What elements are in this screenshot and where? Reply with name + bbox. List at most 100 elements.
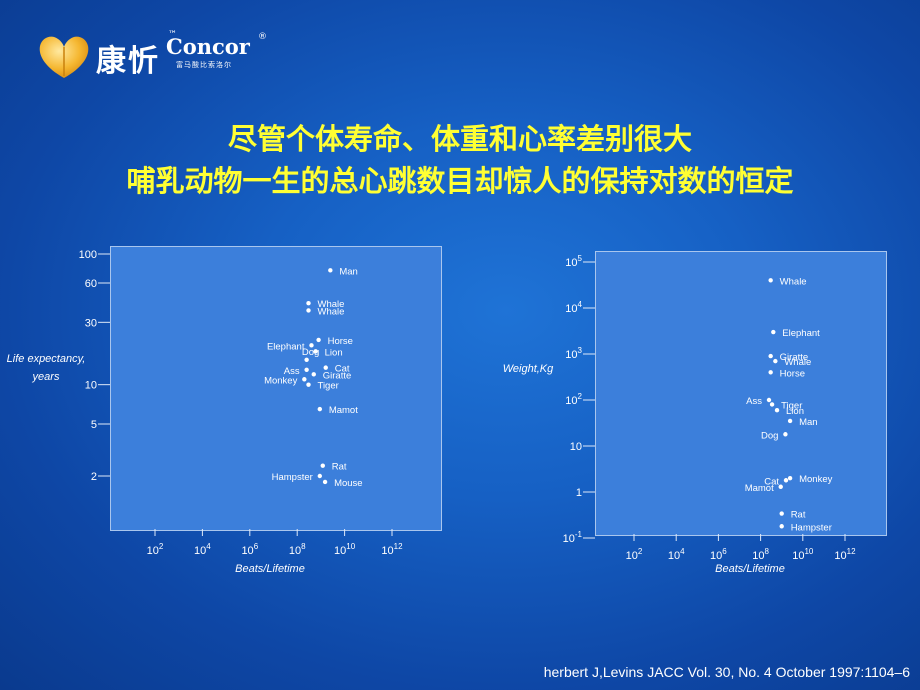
left-point-label-whale: Whale bbox=[318, 306, 345, 317]
right-x-tick-label: 1012 bbox=[834, 547, 856, 562]
left-point-whale bbox=[306, 308, 311, 313]
right-point-label-man: Man bbox=[799, 417, 817, 428]
right-y-tick-label: 10 bbox=[570, 441, 582, 453]
left-x-tick-label: 1010 bbox=[334, 542, 356, 557]
right-point-horse bbox=[768, 370, 773, 375]
right-point-label-giratte: Giratte bbox=[780, 352, 809, 363]
brand-cn: 康忻 bbox=[96, 44, 160, 79]
left-point-label-tiger: Tiger bbox=[318, 381, 339, 392]
right-x-tick-label: 1010 bbox=[792, 547, 814, 562]
right-x-tick-label: 104 bbox=[668, 547, 685, 562]
left-y-tick-label: 30 bbox=[85, 317, 97, 329]
right-point-elephant bbox=[771, 329, 776, 335]
right-point-label-dog: Dog bbox=[761, 430, 778, 441]
right-y-tick-label: 105 bbox=[565, 254, 582, 269]
left-x-tick-label: 104 bbox=[194, 542, 211, 557]
left-x-tick-label: 106 bbox=[241, 542, 258, 557]
left-point-mouse bbox=[322, 479, 328, 485]
left-point-hampster bbox=[317, 473, 323, 479]
right-point-ass bbox=[766, 397, 772, 403]
right-point-label-elephant: Elephant bbox=[782, 328, 820, 339]
left-point-giratte bbox=[311, 372, 316, 377]
left-point-elephant bbox=[309, 343, 314, 348]
left-point-label-giratte: Giratte bbox=[323, 370, 352, 381]
right-point-monkey bbox=[787, 475, 793, 481]
right-point-label-cat: Cat bbox=[764, 476, 779, 487]
left-point-mamot bbox=[317, 406, 323, 412]
right-point-label-lion: Lion bbox=[786, 406, 804, 417]
right-point-label-tiger: Tiger bbox=[781, 400, 802, 411]
left-point-tiger bbox=[306, 382, 311, 387]
left-point-label-mamot: Mamot bbox=[329, 405, 358, 416]
left-point-lion bbox=[313, 349, 318, 354]
concor-logo: 康忻 Concor ™ ® 富马酸比索洛尔 bbox=[36, 30, 276, 80]
left-y-tick-label: 60 bbox=[85, 278, 97, 290]
brand-sub: 富马酸比索洛尔 bbox=[176, 61, 232, 69]
title-line-1: 尽管个体寿命、体重和心率差别很大 bbox=[227, 122, 692, 156]
left-point-man bbox=[328, 268, 333, 273]
trademark: ™ bbox=[168, 30, 177, 40]
right-point-label-mamot: Mamot bbox=[745, 483, 774, 494]
left-point-label-horse: Horse bbox=[328, 336, 353, 347]
left-point-ass bbox=[304, 367, 309, 372]
right-y-tick-label: 10-1 bbox=[563, 530, 583, 545]
left-x-axis-label: Beats/Lifetime bbox=[235, 563, 305, 575]
right-y-tick-label: 103 bbox=[565, 346, 582, 361]
right-point-tiger bbox=[769, 402, 775, 407]
right-point-cat bbox=[783, 478, 789, 483]
right-y-tick-label: 102 bbox=[565, 392, 582, 407]
heart-logo-icon bbox=[39, 36, 89, 78]
left-point-label-man: Man bbox=[339, 266, 357, 277]
right-point-label-monkey: Monkey bbox=[799, 474, 833, 485]
left-x-tick-label: 108 bbox=[289, 542, 306, 557]
right-point-whale bbox=[773, 358, 778, 364]
brand-en: Concor bbox=[166, 34, 250, 59]
right-x-tick-label: 102 bbox=[626, 547, 643, 562]
right-point-label-whale: Whale bbox=[784, 357, 811, 368]
left-y-tick-label: 100 bbox=[79, 249, 97, 261]
left-point-cat bbox=[323, 365, 328, 370]
right-plot-area bbox=[595, 251, 887, 536]
left-point-horse bbox=[316, 337, 321, 343]
registered-mark: ® bbox=[258, 32, 267, 42]
citation: herbert J,Levins JACC Vol. 30, No. 4 Oct… bbox=[543, 664, 910, 680]
left-point-monkey bbox=[302, 377, 307, 382]
left-point-label-lion: Lion bbox=[325, 347, 343, 358]
right-point-label-rat: Rat bbox=[791, 510, 806, 521]
left-point-whale bbox=[306, 301, 311, 306]
right-point-rat bbox=[779, 511, 784, 516]
left-x-tick-label: 1012 bbox=[381, 542, 403, 557]
right-y-tick-label: 104 bbox=[565, 300, 582, 315]
left-y-axis-label: Life expectancy, bbox=[7, 353, 86, 365]
right-point-lion bbox=[774, 408, 780, 413]
left-point-label-dog: Dog bbox=[302, 347, 319, 358]
title-line-2: 哺乳动物一生的总心跳数目却惊人的保持对数的恒定 bbox=[126, 164, 794, 198]
left-y-tick-label: 2 bbox=[91, 471, 97, 483]
left-point-label-mouse: Mouse bbox=[334, 478, 363, 489]
left-point-dog bbox=[304, 357, 309, 362]
right-point-man bbox=[787, 418, 793, 424]
right-point-whale bbox=[768, 278, 773, 283]
right-x-tick-label: 108 bbox=[752, 547, 769, 562]
right-point-label-horse: Horse bbox=[780, 368, 805, 379]
left-y-tick-label: 5 bbox=[91, 419, 97, 431]
right-point-mamot bbox=[778, 484, 783, 489]
left-point-label-hampster: Hampster bbox=[272, 472, 313, 483]
left-point-label-rat: Rat bbox=[332, 462, 347, 473]
left-y-tick-label: 10 bbox=[85, 380, 97, 392]
right-x-tick-label: 106 bbox=[710, 547, 727, 562]
right-point-label-hampster: Hampster bbox=[791, 522, 832, 533]
right-point-giratte bbox=[768, 353, 773, 359]
right-point-dog bbox=[783, 432, 788, 437]
left-point-label-elephant: Elephant bbox=[267, 341, 305, 352]
right-y-tick-label: 1 bbox=[576, 487, 582, 499]
right-point-label-ass: Ass bbox=[746, 396, 762, 407]
right-point-hampster bbox=[779, 524, 784, 529]
brand-en-text: Concor bbox=[166, 34, 250, 59]
left-point-label-cat: Cat bbox=[335, 364, 350, 375]
left-x-tick-label: 102 bbox=[147, 542, 164, 557]
right-point-label-whale: Whale bbox=[780, 276, 807, 287]
right-x-axis-label: Beats/Lifetime bbox=[715, 563, 785, 575]
left-point-label-monkey: Monkey bbox=[264, 375, 298, 386]
